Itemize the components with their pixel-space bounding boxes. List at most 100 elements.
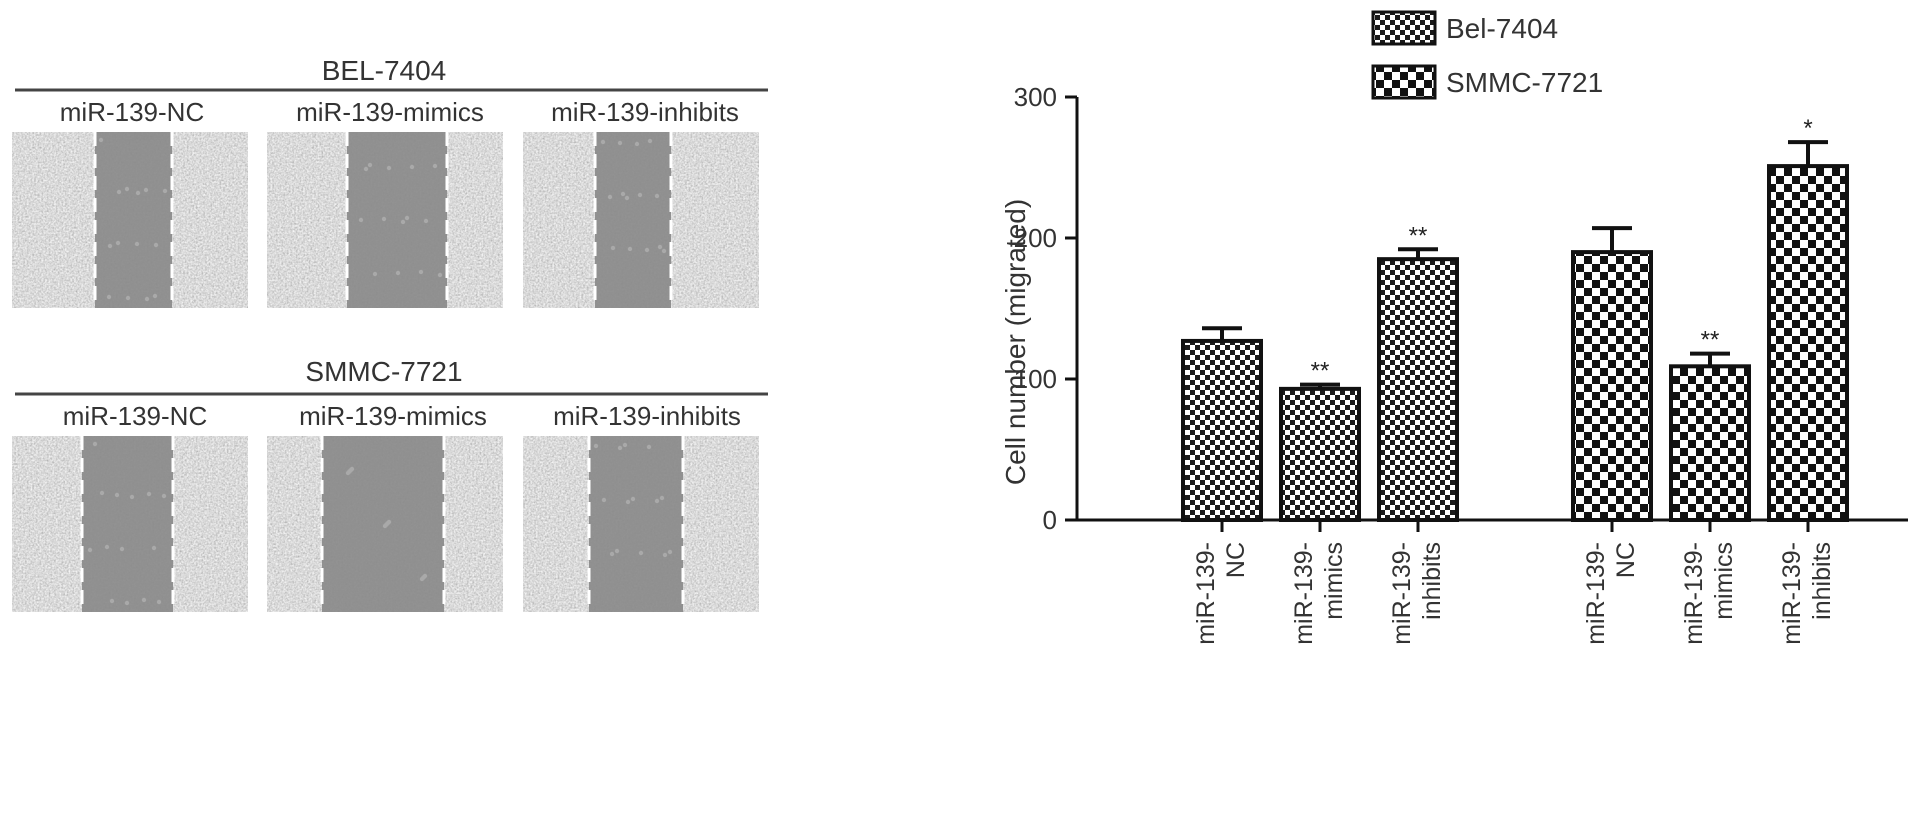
migrated-cell (124, 186, 130, 192)
x-tick-label: NC (1222, 542, 1250, 578)
migrated-cell (358, 217, 364, 223)
migrated-cell (593, 443, 599, 449)
x-tick-label: inhibits (1808, 542, 1836, 620)
bar (1279, 386, 1361, 522)
panel-label: miR-139-mimics (299, 401, 487, 431)
panel-group-bel7404: BEL-7404 miR-139-NC miR-139-mimics miR-1… (15, 55, 768, 127)
migrated-cell (144, 296, 150, 302)
migrated-cell (115, 240, 121, 246)
migrated-cell (624, 195, 630, 201)
y-axis: 0 100 200 300 (1014, 82, 1079, 535)
panel-label: miR-139-inhibits (551, 97, 739, 127)
x-tick-label: mimics (1320, 542, 1348, 620)
migrated-cell (104, 544, 110, 550)
y-tick-label: 100 (1014, 364, 1057, 394)
migrated-cell (143, 187, 149, 193)
bar (1181, 338, 1263, 522)
wound-gap (347, 132, 447, 308)
wound-gap (589, 436, 683, 612)
x-tick-label: mimics (1710, 542, 1738, 620)
migrated-cell (87, 547, 93, 553)
migrated-cell (125, 295, 131, 301)
migrated-cell (119, 546, 125, 552)
migrated-cell (610, 245, 616, 251)
migrated-cell (659, 495, 665, 501)
migrated-cell (661, 248, 667, 254)
migrated-cell (151, 545, 157, 551)
x-tick-label: miR-139- (1388, 542, 1416, 645)
migrated-cell (423, 218, 429, 224)
migrated-cell (600, 139, 606, 145)
migrated-cell (432, 163, 438, 169)
legend-swatch-smmc7721 (1371, 64, 1437, 100)
migrated-cell (637, 192, 643, 198)
migrated-cell (654, 498, 660, 504)
migrated-cell (162, 188, 168, 194)
migrated-cell (437, 272, 443, 278)
scratch-image (523, 132, 759, 308)
significance-marker: ** (1311, 358, 1330, 385)
migrated-cell (386, 165, 392, 171)
migrated-cell (106, 294, 112, 300)
panel-label: miR-139-mimics (296, 97, 484, 127)
scratch-image (267, 436, 503, 612)
y-tick-label: 300 (1014, 82, 1057, 112)
migrated-cell (146, 491, 152, 497)
migrated-cell (363, 166, 369, 172)
panel-label: miR-139-inhibits (553, 401, 741, 431)
panel-group-title: SMMC-7721 (305, 356, 462, 387)
migrated-cell (129, 494, 135, 500)
bar (1669, 364, 1751, 522)
migrated-cell (161, 493, 167, 499)
migrated-cell (349, 466, 355, 472)
wound-gap (322, 436, 444, 612)
migrated-cell (156, 599, 162, 605)
panel-label: miR-139-NC (60, 97, 204, 127)
migrated-cell (404, 215, 410, 221)
x-tick-label: inhibits (1418, 542, 1446, 620)
legend-label-smmc7721: SMMC-7721 (1446, 67, 1603, 98)
migrated-cell (617, 140, 623, 146)
migrated-cell (646, 444, 652, 450)
migrated-cell (135, 190, 141, 196)
migrated-cell (644, 247, 650, 253)
significance-marker: * (1803, 115, 1812, 142)
migrated-cell (372, 271, 378, 277)
migrated-cell (657, 244, 663, 250)
x-tick-label: miR-139- (1582, 542, 1610, 645)
migrated-cell (114, 492, 120, 498)
migrated-cell (630, 496, 636, 502)
scratch-panels: BEL-7404 miR-139-NC miR-139-mimics miR-1… (12, 55, 768, 612)
significance-marker: ** (1701, 327, 1720, 354)
bar (1571, 250, 1653, 522)
x-axis: miR-139- NC miR-139- mimics miR-139- inhibits… (1077, 518, 1908, 645)
migrated-cell (634, 141, 640, 147)
migrated-cell (386, 519, 392, 525)
x-tick-label: miR-139- (1290, 542, 1318, 645)
migrated-cell (153, 242, 159, 248)
migrated-cell (622, 442, 628, 448)
y-tick-label: 200 (1014, 223, 1057, 253)
migrated-cell (99, 490, 105, 496)
migrated-cell (418, 269, 424, 275)
migrated-cell (381, 216, 387, 222)
migrated-cell (134, 241, 140, 247)
scratch-image (267, 132, 503, 308)
y-tick-label: 0 (1043, 505, 1057, 535)
migrated-cell (422, 573, 428, 579)
migrated-cell (367, 162, 373, 168)
migrated-cell (625, 499, 631, 505)
migrated-cell (627, 246, 633, 252)
migrated-cell (124, 600, 130, 606)
migrated-cell (92, 441, 98, 447)
migrated-cell (109, 598, 115, 604)
x-tick-label: NC (1612, 542, 1640, 578)
migrated-cell (620, 191, 626, 197)
migrated-cell (601, 497, 607, 503)
legend-label-bel7404: Bel-7404 (1446, 13, 1558, 44)
wound-gap (95, 132, 172, 308)
panel-label: miR-139-NC (63, 401, 207, 431)
migrated-cell (614, 548, 620, 554)
migrated-cell (667, 549, 673, 555)
